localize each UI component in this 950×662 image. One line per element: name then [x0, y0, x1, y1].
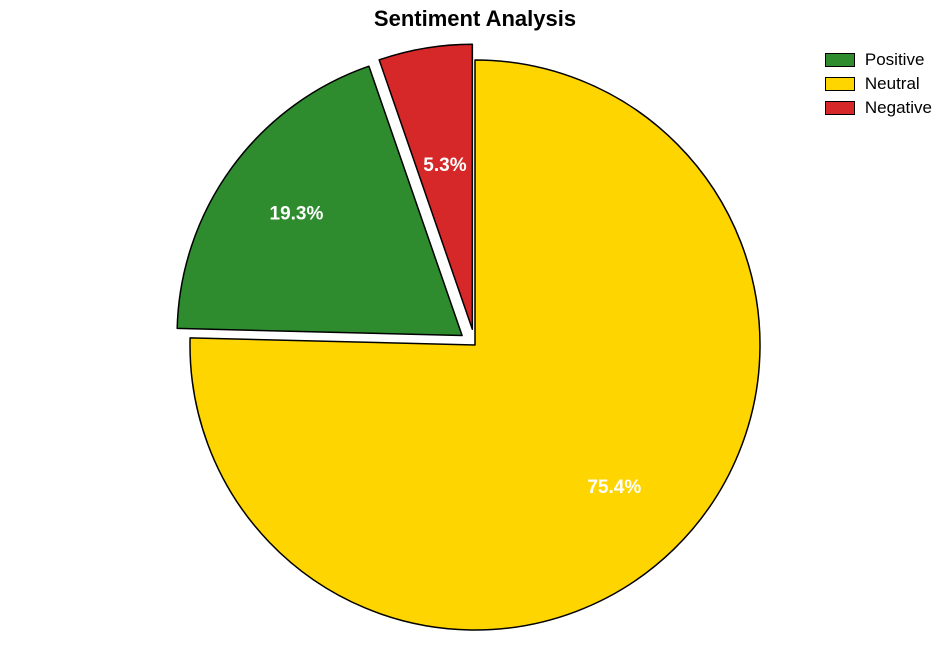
legend-item-positive: Positive — [825, 48, 932, 72]
legend-item-negative: Negative — [825, 96, 932, 120]
pie-slice-label-neutral: 75.4% — [587, 477, 641, 498]
legend-label-positive: Positive — [865, 50, 925, 70]
pie-slice-label-positive: 19.3% — [270, 203, 324, 224]
legend: Positive Neutral Negative — [825, 48, 932, 120]
sentiment-pie-chart: Sentiment Analysis 75.4%19.3%5.3% Positi… — [0, 0, 950, 662]
legend-swatch-neutral — [825, 77, 855, 91]
pie-slice-label-negative: 5.3% — [423, 155, 466, 176]
pie-svg: 75.4% 19.3% 5.3% — [0, 0, 950, 662]
legend-item-neutral: Neutral — [825, 72, 932, 96]
legend-swatch-negative — [825, 101, 855, 115]
pie-slices — [177, 44, 760, 630]
legend-label-negative: Negative — [865, 98, 932, 118]
legend-swatch-positive — [825, 53, 855, 67]
legend-label-neutral: Neutral — [865, 74, 920, 94]
